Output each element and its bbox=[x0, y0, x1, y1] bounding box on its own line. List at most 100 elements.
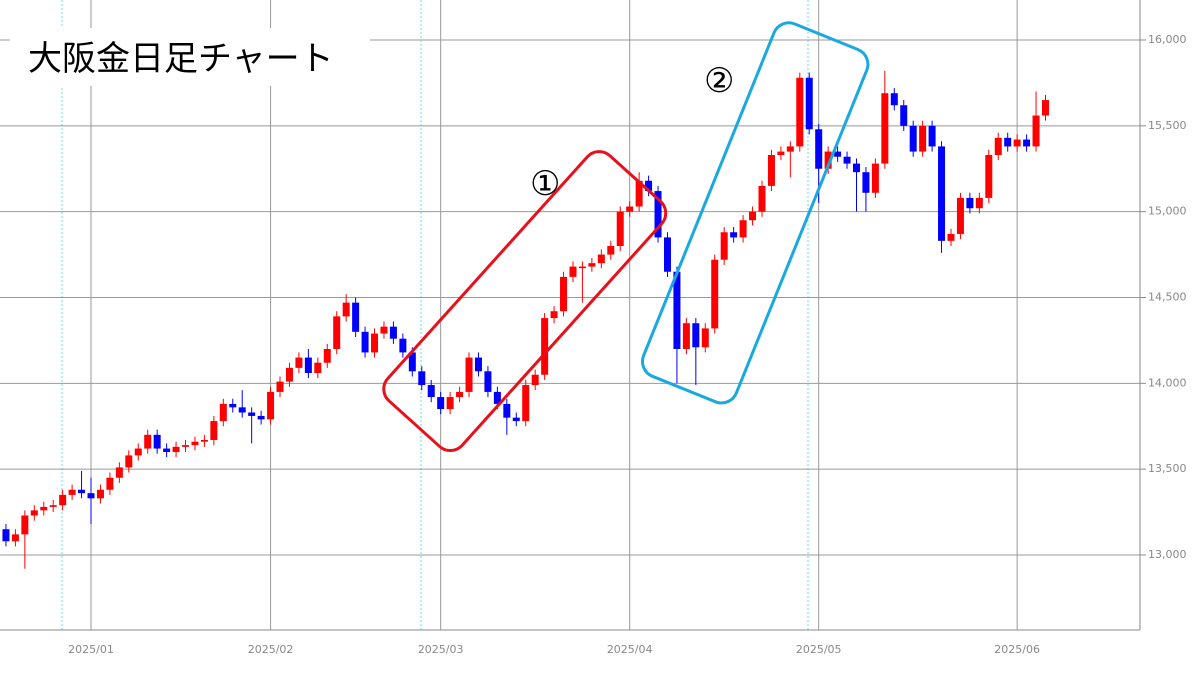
candle-body bbox=[834, 151, 842, 157]
candle-body bbox=[144, 434, 152, 449]
x-tick-label: 2025/06 bbox=[994, 643, 1040, 656]
y-tick-label: 15,500 bbox=[1148, 119, 1187, 132]
candle-body bbox=[427, 385, 435, 398]
candle-body bbox=[607, 245, 615, 255]
candle-body bbox=[635, 180, 643, 207]
candle-body bbox=[96, 489, 104, 499]
candle-body bbox=[928, 125, 936, 147]
highlight-box bbox=[640, 21, 870, 405]
candle-body bbox=[900, 105, 908, 126]
candle-body bbox=[172, 446, 180, 452]
y-tick-label: 13,500 bbox=[1148, 462, 1187, 475]
candle-body bbox=[938, 146, 946, 241]
candle-body bbox=[78, 489, 86, 494]
candle-body bbox=[720, 232, 728, 260]
y-tick-label: 13,000 bbox=[1148, 548, 1187, 561]
candle-body bbox=[786, 146, 794, 152]
x-tick-label: 2025/02 bbox=[248, 643, 294, 656]
grid bbox=[0, 0, 1140, 630]
candle-body bbox=[758, 185, 766, 212]
candle-body bbox=[153, 434, 161, 449]
candle-body bbox=[730, 232, 738, 238]
candle-body bbox=[380, 326, 388, 334]
candle-body bbox=[68, 489, 76, 495]
candle-body bbox=[881, 93, 889, 164]
candle-body bbox=[919, 125, 927, 152]
candle-body bbox=[569, 266, 577, 277]
candle-body bbox=[796, 77, 804, 147]
candle-body bbox=[2, 529, 10, 542]
candle-body bbox=[777, 151, 785, 156]
candle-body bbox=[626, 206, 634, 212]
candle-body bbox=[389, 326, 397, 339]
candle-body bbox=[862, 172, 870, 193]
candle-body bbox=[805, 77, 813, 130]
candle-body bbox=[304, 357, 312, 374]
candle-body bbox=[843, 156, 851, 164]
candle-body bbox=[484, 371, 492, 392]
candle-body bbox=[87, 493, 95, 499]
candle-body bbox=[285, 367, 293, 382]
candle-body bbox=[134, 448, 142, 456]
candle-body bbox=[739, 220, 747, 238]
chart-title: 大阪金日足チャート bbox=[28, 39, 334, 79]
candle-body bbox=[446, 397, 454, 410]
candle-body bbox=[522, 385, 530, 422]
candle-body bbox=[418, 371, 426, 386]
candle-body bbox=[200, 439, 208, 442]
candle-body bbox=[40, 506, 48, 511]
candle-body bbox=[711, 259, 719, 329]
candle-body bbox=[1004, 137, 1012, 147]
candle-body bbox=[1013, 139, 1021, 147]
candle-body bbox=[465, 357, 473, 392]
candle-body bbox=[767, 155, 775, 186]
candle-body bbox=[493, 391, 501, 404]
candle-body bbox=[588, 263, 596, 267]
candle-body bbox=[437, 397, 445, 410]
candle-body bbox=[597, 254, 605, 264]
candle-body bbox=[21, 515, 29, 535]
candle-body bbox=[673, 271, 681, 349]
annotation: ② bbox=[704, 61, 734, 101]
candles bbox=[2, 70, 1049, 569]
candle-body bbox=[503, 403, 511, 418]
y-tick-label: 14,500 bbox=[1148, 290, 1187, 303]
candle-body bbox=[248, 412, 256, 416]
annotation: ① bbox=[530, 164, 560, 204]
x-tick-label: 2025/05 bbox=[796, 643, 842, 656]
candle-body bbox=[163, 448, 171, 452]
candle-body bbox=[1041, 100, 1049, 116]
candle-body bbox=[191, 441, 199, 446]
candle-body bbox=[229, 403, 237, 408]
candle-body bbox=[257, 415, 265, 420]
candle-body bbox=[994, 137, 1002, 156]
candle-body bbox=[210, 421, 218, 440]
x-tick-label: 2025/04 bbox=[607, 643, 653, 656]
candle-body bbox=[342, 302, 350, 317]
candle-body bbox=[276, 381, 284, 392]
candle-body bbox=[975, 197, 983, 209]
candle-body bbox=[701, 328, 709, 348]
candle-body bbox=[985, 155, 993, 198]
candle-body bbox=[909, 125, 917, 152]
candle-body bbox=[238, 407, 246, 413]
candle-body bbox=[654, 191, 662, 238]
candle-body bbox=[49, 505, 57, 507]
y-tick-label: 16,000 bbox=[1148, 33, 1187, 46]
candle-body bbox=[333, 316, 341, 349]
candle-body bbox=[966, 197, 974, 209]
candle-body bbox=[295, 357, 303, 368]
y-tick-label: 14,000 bbox=[1148, 376, 1187, 389]
candle-body bbox=[30, 510, 38, 516]
candle-body bbox=[323, 348, 331, 363]
candle-body bbox=[682, 323, 690, 349]
candle-body bbox=[550, 311, 558, 319]
candle-body bbox=[749, 211, 757, 221]
candle-body bbox=[371, 333, 379, 353]
candle-body bbox=[663, 237, 671, 272]
candle-body bbox=[560, 276, 568, 312]
candle-body bbox=[890, 93, 898, 106]
